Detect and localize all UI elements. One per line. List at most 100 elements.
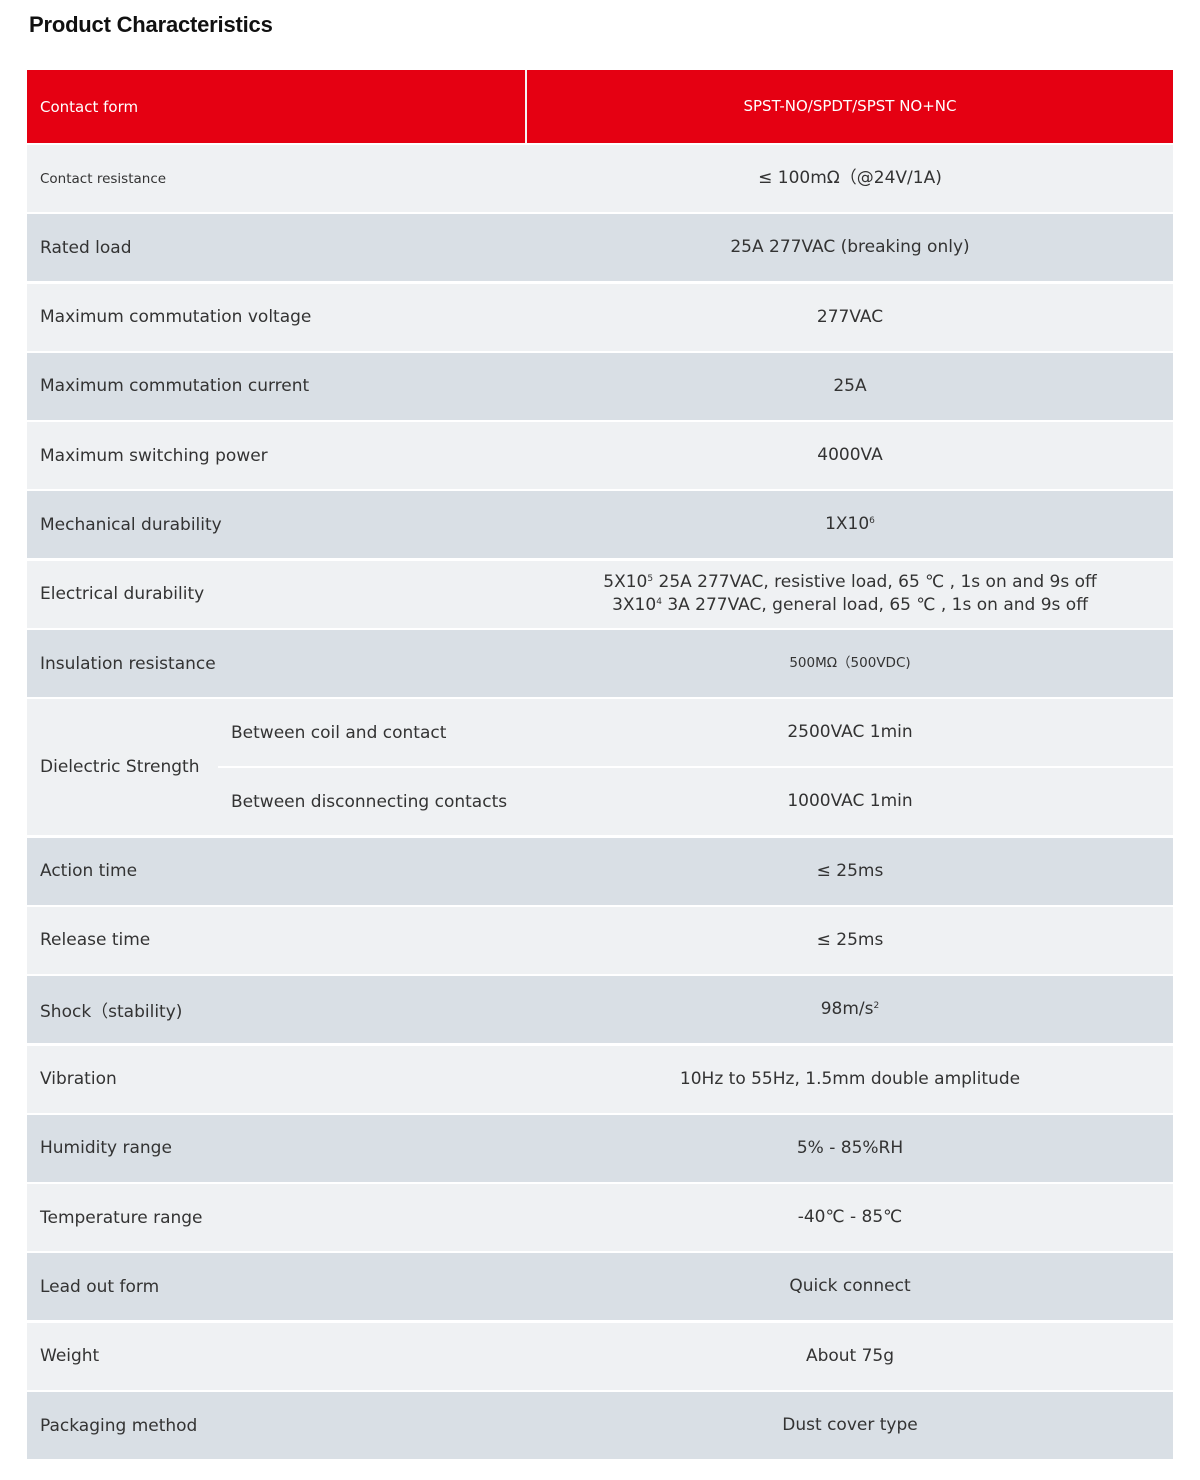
- row-value-text: 25A: [833, 375, 866, 398]
- row-value-text: 1X106: [825, 513, 875, 536]
- row-value-text: 4000VA: [817, 444, 882, 467]
- characteristics-table: Contact form SPST-NO/SPDT/SPST NO+NC Con…: [27, 70, 1173, 1461]
- row-value-text: About 75g: [806, 1345, 894, 1368]
- table-row: Lead out form Quick connect: [27, 1253, 1173, 1321]
- row-value: 1X106: [527, 491, 1173, 558]
- value-segment: ≤ 25ms: [816, 929, 884, 950]
- sub-row: Between disconnecting contacts 1000VAC 1m…: [218, 766, 1173, 835]
- row-value: 4000VA: [527, 422, 1173, 489]
- header-value: SPST-NO/SPDT/SPST NO+NC: [743, 97, 957, 115]
- row-label: Maximum commutation current: [40, 376, 310, 397]
- row-value: ≤ 25ms: [527, 838, 1173, 905]
- row-value-text: -40℃ - 85℃: [798, 1206, 903, 1229]
- row-label: Packaging method: [40, 1415, 198, 1436]
- row-value-text: 500MΩ（500VDC): [789, 652, 910, 675]
- table-row: Packaging method Dust cover type: [27, 1392, 1173, 1460]
- row-label: Weight: [40, 1346, 100, 1367]
- row-value-text: 277VAC: [817, 306, 883, 329]
- table-row: Temperature range -40℃ - 85℃: [27, 1184, 1173, 1252]
- row-label: Vibration: [40, 1069, 117, 1090]
- superscript: 5: [647, 574, 654, 585]
- value-segment: 25A 277VAC, resistive load, 65 ℃ , 1s on…: [653, 572, 1097, 593]
- table-row: Shock（stability) 98m/s2: [27, 976, 1173, 1044]
- value-segment: -40℃ - 85℃: [797, 1207, 903, 1228]
- value-segment: 3X10: [612, 595, 657, 616]
- row-value: 25A: [527, 353, 1173, 420]
- row-value: 277VAC: [527, 284, 1173, 351]
- sub-row-label: Between disconnecting contacts: [231, 791, 508, 812]
- value-segment: 25A 277VAC (breaking only): [730, 237, 970, 258]
- table-row: Humidity range 5% - 85%RH: [27, 1114, 1173, 1182]
- row-label: Electrical durability: [40, 584, 205, 605]
- value-segment: About 75g: [805, 1345, 895, 1366]
- value-segment: ≤ 100mΩ（@24V/1A): [758, 168, 942, 188]
- table-row: Vibration 10Hz to 55Hz, 1.5mm double ampl…: [27, 1045, 1173, 1113]
- value-segment: 500MΩ（500VDC): [789, 655, 911, 672]
- value-segment: Dust cover type: [782, 1415, 918, 1436]
- value-segment: 98m/s: [820, 999, 874, 1020]
- row-label: Temperature range: [40, 1207, 203, 1228]
- value-segment: 5X10: [603, 572, 648, 593]
- table-row: Release time ≤ 25ms: [27, 906, 1173, 974]
- table-header-row: Contact form SPST-NO/SPDT/SPST NO+NC: [27, 70, 1173, 143]
- value-segment: Quick connect: [789, 1276, 911, 1297]
- row-value: ≤ 100mΩ（@24V/1A): [527, 145, 1173, 212]
- sub-rows: Between coil and contact 2500VAC 1min Betw…: [218, 699, 1173, 835]
- row-value-text: ≤ 25ms: [817, 860, 884, 883]
- superscript: 6: [869, 516, 875, 527]
- row-value: Quick connect: [527, 1253, 1173, 1320]
- table-row: Electrical durability 5X105 25A 277VAC, r…: [27, 560, 1173, 628]
- table-row: Maximum commutation voltage 277VAC: [27, 283, 1173, 351]
- table-row: Mechanical durability 1X106: [27, 491, 1173, 559]
- sub-row-label: Between coil and contact: [231, 722, 447, 743]
- sub-row: Between coil and contact 2500VAC 1min: [218, 699, 1173, 766]
- table-row: Dielectric Strength Between coil and cont…: [27, 699, 1173, 836]
- table-row: Insulation resistance 500MΩ（500VDC): [27, 630, 1173, 698]
- row-label: Rated load: [40, 237, 132, 258]
- table-row: Maximum commutation current 25A: [27, 352, 1173, 420]
- sub-row-value: 1000VAC 1min: [787, 791, 913, 812]
- row-label: Maximum commutation voltage: [40, 307, 312, 328]
- row-value-text: 5% - 85%RH: [797, 1137, 903, 1160]
- row-label: Lead out form: [40, 1276, 160, 1297]
- row-label: Mechanical durability: [40, 514, 222, 535]
- row-value-text: 98m/s2: [821, 998, 880, 1021]
- page-title: Product Characteristics: [29, 12, 273, 37]
- value-segment: 277VAC: [816, 306, 884, 327]
- row-label: Action time: [40, 861, 138, 882]
- table-row: Rated load 25A 277VAC (breaking only): [27, 214, 1173, 282]
- row-label: Dielectric Strength: [40, 757, 200, 778]
- row-value: 10Hz to 55Hz, 1.5mm double amplitude: [527, 1046, 1173, 1113]
- table-row: Action time ≤ 25ms: [27, 837, 1173, 905]
- row-value: 500MΩ（500VDC): [527, 630, 1173, 697]
- row-value-text: 25A 277VAC (breaking only): [730, 236, 969, 259]
- value-segment: 3A 277VAC, general load, 65 ℃ , 1s on an…: [661, 595, 1088, 616]
- row-value: 98m/s2: [527, 976, 1173, 1043]
- row-value: 5X105 25A 277VAC, resistive load, 65 ℃ ,…: [527, 561, 1173, 628]
- table-row: Maximum switching power 4000VA: [27, 422, 1173, 490]
- row-label: Release time: [40, 930, 151, 951]
- value-segment: ≤ 25ms: [816, 860, 884, 881]
- row-value: 5% - 85%RH: [527, 1115, 1173, 1182]
- row-label: Humidity range: [40, 1138, 172, 1159]
- row-value-text: Quick connect: [789, 1275, 910, 1298]
- row-value: 25A 277VAC (breaking only): [527, 214, 1173, 281]
- value-segment: 4000VA: [817, 445, 883, 466]
- row-value: ≤ 25ms: [527, 907, 1173, 974]
- row-label: Maximum switching power: [40, 445, 268, 466]
- value-segment: 10Hz to 55Hz, 1.5mm double amplitude: [679, 1068, 1021, 1089]
- row-value-text: 5X105 25A 277VAC, resistive load, 65 ℃ ,…: [603, 571, 1096, 617]
- superscript: 2: [873, 1001, 880, 1012]
- row-value: -40℃ - 85℃: [527, 1184, 1173, 1251]
- row-label: Shock（stability): [40, 1002, 183, 1023]
- row-label: Contact resistance: [40, 170, 167, 187]
- header-label: Contact form: [27, 70, 527, 143]
- value-segment: 25A: [833, 375, 867, 396]
- table-row: Contact resistance ≤ 100mΩ（@24V/1A): [27, 145, 1173, 212]
- row-value-text: ≤ 100mΩ（@24V/1A): [758, 167, 942, 190]
- value-segment: 1X10: [825, 514, 870, 535]
- row-value-text: 10Hz to 55Hz, 1.5mm double amplitude: [680, 1068, 1020, 1091]
- superscript: 4: [656, 597, 662, 608]
- value-segment: 5% - 85%RH: [796, 1137, 904, 1158]
- table-row: Weight About 75g: [27, 1322, 1173, 1390]
